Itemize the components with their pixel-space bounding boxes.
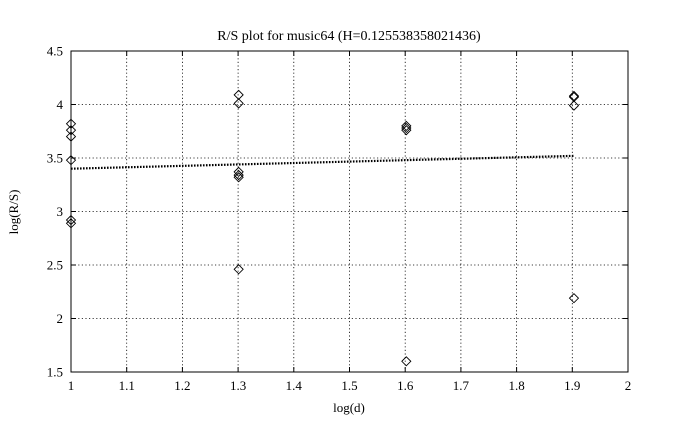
x-tick-label: 1.5 — [341, 378, 357, 393]
y-axis-label: log(R/S) — [6, 190, 21, 235]
data-point-diamond — [401, 125, 412, 136]
x-tick-label: 1.6 — [397, 378, 414, 393]
x-tick-label: 1.3 — [230, 378, 246, 393]
y-tick-label: 3 — [57, 204, 64, 219]
y-tick-label: 4 — [57, 97, 64, 112]
axis-ticks: 1 1.1 1.2 1.3 1.4 1.5 1.6 1.7 1.8 1.9 2 1.5 2 2.5 3 3.5… — [47, 44, 632, 394]
data-point-diamond — [568, 293, 580, 304]
data-point-diamond — [233, 264, 244, 275]
x-tick-label: 1.4 — [286, 378, 303, 393]
data-point-diamond — [233, 172, 244, 183]
x-axis-label: log(d) — [333, 400, 365, 415]
data-point-diamond — [401, 356, 412, 367]
x-tick-label: 1.2 — [174, 378, 190, 393]
fit-line-layer — [70, 154, 574, 170]
data-point-diamond — [233, 166, 244, 178]
x-tick-label: 1.8 — [508, 378, 524, 393]
x-tick-label: 1 — [68, 378, 75, 393]
x-tick-label: 1.1 — [119, 378, 135, 393]
data-points — [65, 89, 580, 367]
y-tick-label: 2 — [57, 311, 64, 326]
data-point-diamond — [233, 169, 244, 181]
plot-area-frame — [70, 50, 629, 373]
x-tick-label: 2 — [625, 378, 632, 393]
data-point-diamond — [401, 122, 412, 134]
y-tick-label: 4.5 — [47, 44, 63, 59]
data-point-diamond — [401, 120, 412, 132]
y-tick-label: 2.5 — [47, 258, 63, 273]
x-tick-label: 1.9 — [564, 378, 580, 393]
grid-lines — [71, 51, 628, 372]
y-tick-label: 1.5 — [47, 365, 63, 380]
fit-line — [70, 154, 574, 170]
data-point-diamond — [233, 98, 244, 109]
data-point-diamond — [233, 89, 244, 101]
chart-title: R/S plot for music64 (H=0.12553835802143… — [217, 29, 481, 44]
x-tick-label: 1.7 — [453, 378, 470, 393]
y-tick-label: 3.5 — [47, 151, 63, 166]
data-point-diamond — [568, 100, 580, 111]
